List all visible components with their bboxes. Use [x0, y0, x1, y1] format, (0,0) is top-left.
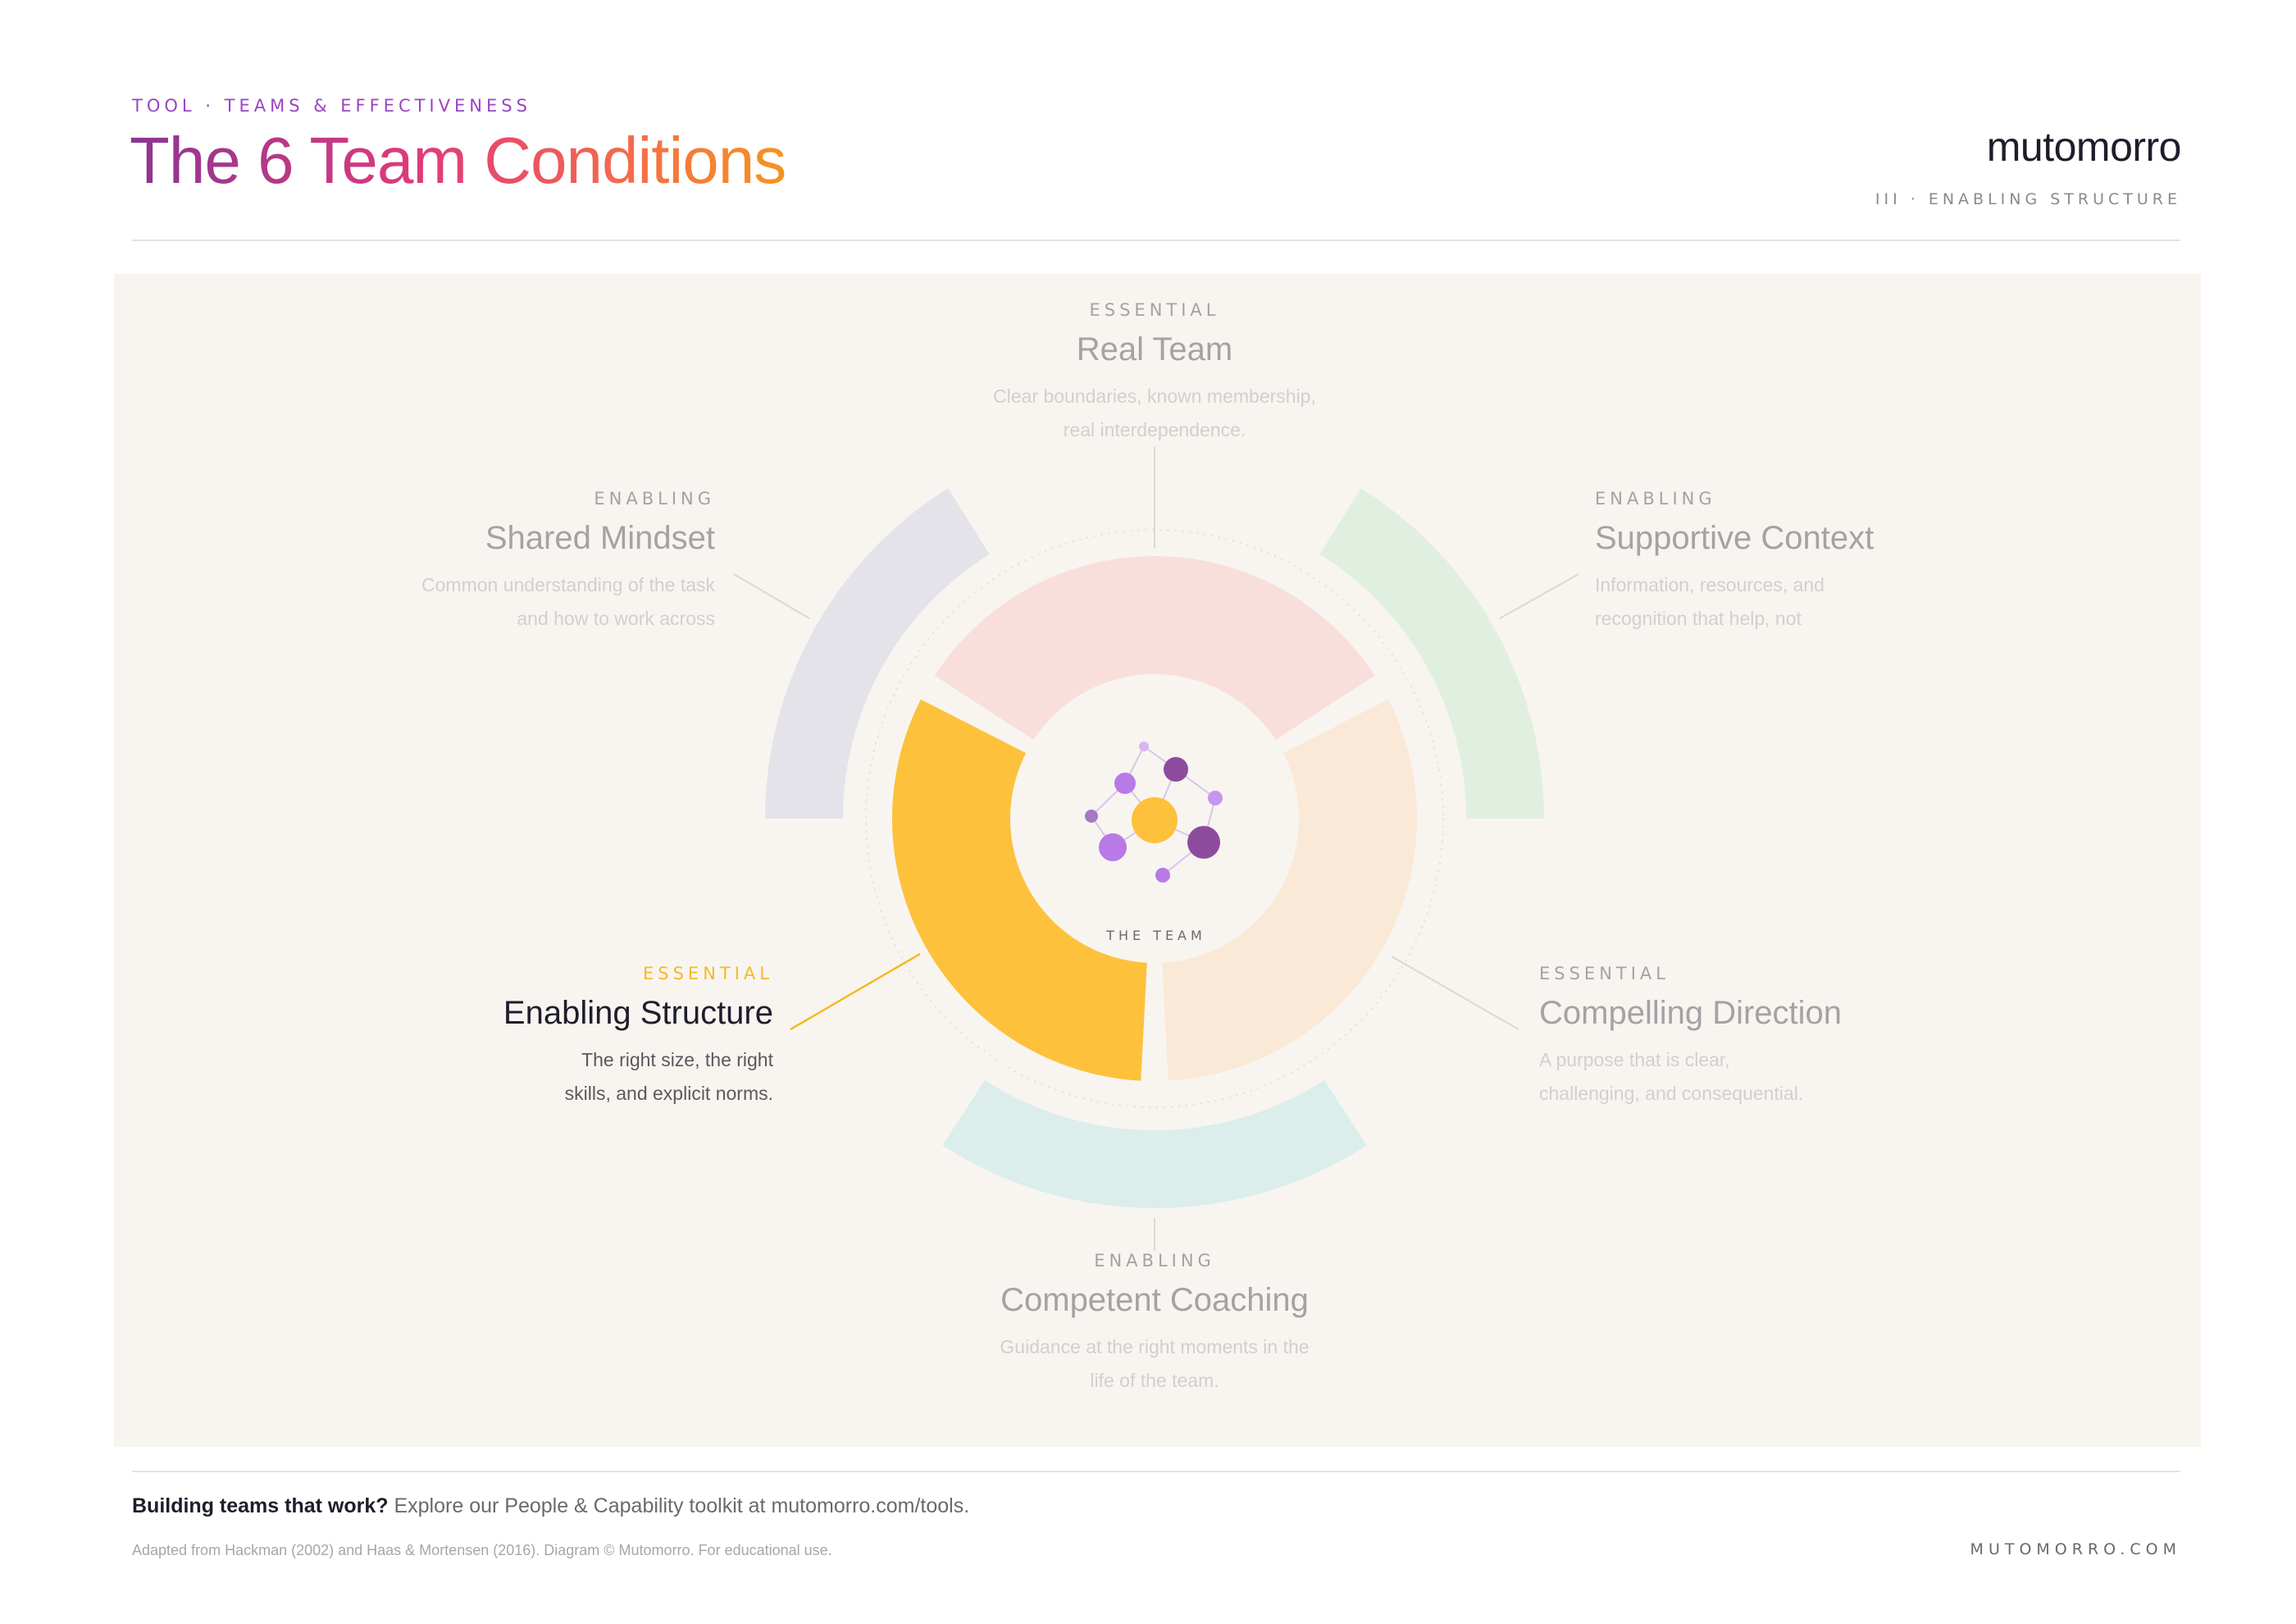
cta-text[interactable]: Explore our People & Capability toolkit …	[388, 1494, 970, 1517]
kind-label: ENABLING	[1595, 489, 1716, 509]
condition-desc: Guidance at the right moments in the lif…	[892, 1330, 1417, 1398]
footer-cta: Building teams that work? Explore our Pe…	[132, 1494, 969, 1518]
team-node	[1139, 741, 1149, 751]
label-competent-coaching: ENABLING Competent Coaching Guidance at …	[892, 1251, 1417, 1398]
kind-label: ESSENTIAL	[1539, 964, 1670, 983]
connector-shared-mindset	[733, 573, 810, 619]
enabling-structure-segment[interactable]	[891, 699, 1147, 1081]
condition-name: Supportive Context	[1595, 520, 1875, 556]
footer-credit: Adapted from Hackman (2002) and Haas & M…	[132, 1542, 832, 1558]
team-node	[1155, 868, 1170, 883]
section-tag: III · ENABLING STRUCTURE	[1875, 190, 2181, 208]
kind-label: ENABLING	[594, 489, 715, 509]
desc-line: Information, resources, and	[1595, 574, 1824, 595]
team-node	[1187, 826, 1220, 859]
desc-line: A purpose that is clear,	[1539, 1049, 1730, 1070]
label-enabling-structure: ESSENTIAL Enabling Structure The right s…	[248, 964, 773, 1111]
connector-supportive-context	[1499, 573, 1579, 619]
connector-compelling-direction	[1391, 956, 1519, 1030]
condition-name: Compelling Direction	[1539, 995, 1843, 1031]
desc-line: Clear boundaries, known membership,	[993, 385, 1316, 407]
condition-desc: Clear boundaries, known membership, real…	[892, 380, 1417, 447]
dotted-ring	[865, 529, 1444, 1108]
condition-desc: The right size, the right skills, and ex…	[248, 1043, 773, 1111]
footer-divider	[132, 1471, 2180, 1472]
team-node	[1099, 833, 1127, 861]
kind-label: ESSENTIAL	[643, 964, 773, 983]
team-center-label: THE TEAM	[1106, 928, 1206, 943]
team-node	[1114, 773, 1136, 794]
condition-name: Real Team	[1076, 331, 1233, 367]
desc-line: challenging, and consequential.	[1539, 1083, 1804, 1104]
kind-label: ESSENTIAL	[1089, 300, 1220, 320]
eyebrow: TOOL · TEAMS & EFFECTIVENESS	[132, 96, 531, 116]
desc-line: recognition that help, not	[1595, 608, 1802, 629]
real-team-segment[interactable]	[934, 555, 1375, 741]
label-supportive-context: ENABLING Supportive Context Information,…	[1595, 489, 2120, 636]
competent-coaching-arc[interactable]	[942, 1079, 1367, 1209]
compelling-direction-segment[interactable]	[1162, 699, 1418, 1081]
desc-line: life of the team.	[1090, 1370, 1219, 1391]
desc-line: Guidance at the right moments in the	[1000, 1336, 1310, 1357]
header-divider	[132, 239, 2180, 241]
footer-site-link[interactable]: MUTOMORRO.COM	[1970, 1540, 2181, 1558]
condition-name: Competent Coaching	[1000, 1282, 1309, 1318]
supportive-context-arc[interactable]	[1319, 488, 1544, 819]
desc-line: real interdependence.	[1063, 419, 1246, 440]
condition-desc: A purpose that is clear, challenging, an…	[1539, 1043, 2064, 1111]
desc-line: and how to work across	[517, 608, 715, 629]
condition-desc: Information, resources, and recognition …	[1595, 568, 2120, 636]
label-compelling-direction: ESSENTIAL Compelling Direction A purpose…	[1539, 964, 2064, 1111]
condition-name: Shared Mindset	[485, 520, 715, 556]
label-shared-mindset: ENABLING Shared Mindset Common understan…	[190, 489, 715, 636]
connector-enabling-structure	[790, 952, 921, 1031]
team-molecule-icon	[1085, 741, 1223, 883]
condition-desc: Common understanding of the task and how…	[190, 568, 715, 636]
brand-logo[interactable]: mutomorro	[1986, 124, 2182, 170]
desc-line: skills, and explicit norms.	[564, 1083, 773, 1104]
cta-strong: Building teams that work?	[132, 1494, 389, 1517]
team-node	[1164, 757, 1188, 782]
condition-name: Enabling Structure	[503, 995, 773, 1031]
diagram-panel	[114, 274, 2201, 1447]
page-title: The 6 Team Conditions	[130, 124, 786, 197]
desc-line: The right size, the right	[581, 1049, 773, 1070]
shared-mindset-arc[interactable]	[765, 488, 990, 819]
team-node	[1208, 791, 1223, 805]
desc-line: Common understanding of the task	[421, 574, 715, 595]
kind-label: ENABLING	[1094, 1251, 1215, 1270]
team-core-node	[1132, 797, 1178, 843]
label-real-team: ESSENTIAL Real Team Clear boundaries, kn…	[892, 300, 1417, 447]
team-node	[1085, 810, 1098, 823]
